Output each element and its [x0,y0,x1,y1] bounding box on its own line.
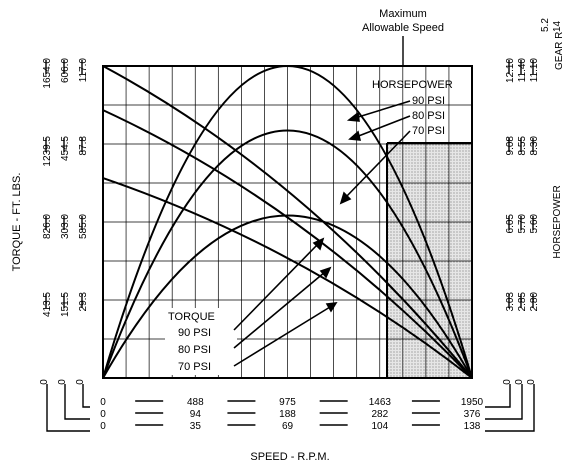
x-axis-tick-label: 1463 [369,397,392,408]
y-right-axis-label: HORSEPOWER [552,185,563,258]
x-axis-tick-label: 188 [279,409,296,420]
left-axis-tick-label: 303.0 [60,214,71,239]
series-torque-70-psi [102,177,473,379]
partial-top-b: 14 [552,20,563,32]
left-axis-tick-label: 606.0 [60,58,71,83]
right-axis-tick-label: 2.80 [529,292,540,312]
grid [103,66,472,378]
axis-bracket-line [485,384,511,408]
x-axis-tick-label: 282 [372,409,389,420]
axis-bracket-line [82,384,90,408]
hp-arrow-80 [355,115,411,138]
right-axis-tick-label: 11.10 [529,58,540,83]
left-axis-tick-label: 1654.0 [42,58,53,89]
hp-arrow-70 [344,130,411,199]
left-axis: 0 413.5 826.0 1239.5 1654.0 0 151.5 303.0 454.5 6… [39,58,89,385]
axis-bracket-line [64,384,90,420]
series-torque-90-psi [102,65,473,379]
right-axis-tick-label: 12.10 [505,58,516,83]
right-axis-tick-label: 11.40 [517,58,528,83]
series-horsepower-70-psi [102,214,473,379]
series-horsepower-80-psi [102,129,473,379]
hp-legend-arrows [339,100,411,205]
right-axis-tick-label: 0 [502,379,513,385]
axis-bracket-line [485,384,523,420]
x-axis-tick-label: 975 [279,397,296,408]
hp-arrowhead-80 [348,130,362,141]
right-axis-tick-label: 6.05 [505,214,516,234]
x-axis-tick-label: 104 [372,421,389,432]
left-axis-tick-label: 585.0 [78,214,89,239]
hp-legend-title: HORSEPOWER [372,79,453,91]
x-axis-tick-label: 0 [100,397,106,408]
right-axis-tick-label: 8.30 [529,136,540,156]
left-axis-tick-label: 117.0 [78,58,89,83]
bottom-axis: 0 488 975 1463 1950 0 94 188 282 376 0 35 69 104 138 [46,384,535,432]
x-axis-tick-label: 0 [100,421,106,432]
right-axis-tick-label: 0 [526,379,537,385]
x-axis-tick-label: 94 [190,409,202,420]
torque-arrowhead-90 [312,237,325,251]
partial-top-a: 5.2 [540,18,551,32]
hp-legend-70: 70 PSI [412,125,445,137]
torque-arrow-80 [233,271,326,349]
x-axis-tick-label: 138 [464,421,481,432]
hp-legend-80: 80 PSI [412,110,445,122]
torque-legend-bg [165,308,237,375]
x-axis-tick-label: 0 [100,409,106,420]
left-axis-tick-label: 151.5 [60,292,71,317]
left-axis-tick-label: 1239.5 [42,136,53,167]
torque-arrow-90 [233,243,319,331]
left-axis-tick-label: 826.0 [42,214,53,239]
right-axis: 0 3.03 6.05 9.08 12.10 0 2.85 5.70 8.55 11.40 0 2.8… [502,58,540,385]
x-axis-label: SPEED - R.P.M. [250,451,329,463]
plot-frame [102,65,473,379]
left-axis-tick-label: 0 [39,379,50,385]
x-axis-tick-label: 1950 [461,397,484,408]
max-speed-label-line1: Maximum [379,8,427,20]
axis-bracket-line [46,384,90,432]
hp-legend-90: 90 PSI [412,95,445,107]
torque-legend-70: 70 PSI [178,361,211,373]
max-speed-label-line2: Allowable Speed [362,22,444,34]
y-left-axis-label: TORQUE - FT. LBS. [11,173,23,272]
hp-arrowhead-70 [339,191,352,205]
right-axis-tick-label: 8.55 [517,136,528,156]
torque-arrowhead-70 [325,302,338,313]
torque-arrowhead-80 [319,266,332,279]
x-axis-tick-label: 488 [187,397,204,408]
left-axis-tick-label: 29.3 [78,292,89,312]
right-axis-tick-label: 5.70 [517,214,528,234]
right-axis-tick-label: 3.03 [505,292,516,312]
x-axis-tick-label: 376 [464,409,481,420]
torque-legend-90: 90 PSI [178,327,211,339]
hp-arrow-90 [354,100,411,119]
left-axis-tick-label: 0 [57,379,68,385]
torque-arrow-70 [233,306,331,367]
right-axis-tick-label: 0 [514,379,525,385]
left-axis-tick-label: 0 [75,379,86,385]
left-axis-tick-label: 87.8 [78,136,89,156]
torque-legend-arrows [233,237,338,367]
right-axis-tick-label: 2.85 [517,292,528,312]
x-axis-tick-label: 35 [190,421,202,432]
hp-arrowhead-90 [346,111,360,122]
axis-bracket-line [485,384,535,432]
right-axis-tick-label: 9.08 [505,136,516,156]
series-torque-80-psi [102,109,473,379]
torque-legend-title: TORQUE [168,311,215,323]
left-axis-tick-label: 413.5 [42,292,53,317]
torque-legend-80: 80 PSI [178,344,211,356]
x-axis-tick-label: 69 [282,421,294,432]
right-axis-tick-label: 5.60 [529,214,540,234]
left-axis-tick-label: 454.5 [60,136,71,161]
gear-ratio-label-partial: GEAR R [554,32,565,70]
